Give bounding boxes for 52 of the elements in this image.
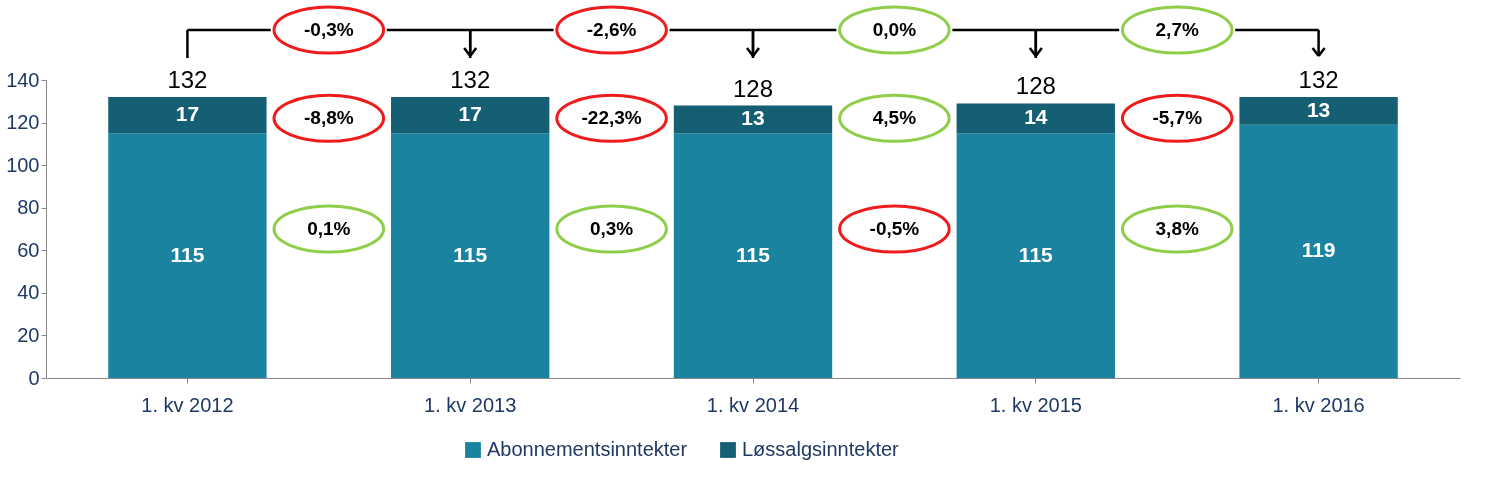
x-tick-label: 1. kv 2016 — [1272, 393, 1365, 416]
annotation: -22,3% — [581, 107, 642, 129]
total-label: 132 — [1298, 66, 1339, 94]
y-tick-label: 120 — [6, 111, 40, 134]
data-label: 115 — [453, 242, 488, 266]
y-tick-label: 100 — [6, 153, 40, 176]
data-label: 13 — [1306, 97, 1331, 121]
annotation: 0,3% — [589, 218, 634, 239]
data-label: 115 — [1018, 242, 1054, 266]
bar — [391, 97, 550, 134]
legend-label: Abonnementsinntekter — [487, 438, 688, 460]
data-label: 14 — [1024, 105, 1048, 129]
bar — [956, 103, 1115, 134]
y-tick-label: 80 — [17, 196, 40, 219]
bar — [1239, 124, 1398, 378]
x-tick-label: 1. kv 2014 — [706, 393, 800, 416]
x-tick-label: 1. kv 2013 — [424, 393, 517, 416]
text: -0,3% — [303, 19, 354, 40]
annotation: -0,5% — [869, 218, 920, 239]
x-tick-label: 1. kv 2012 — [141, 393, 234, 416]
data-label: 115 — [736, 242, 771, 266]
data-label: 13 — [741, 106, 765, 130]
y-tick-label: 60 — [17, 238, 40, 261]
bar — [1239, 97, 1398, 125]
y-tick-label: 0 — [28, 366, 40, 389]
data-label: 17 — [458, 102, 482, 126]
total-label: 132 — [450, 66, 491, 94]
y-tick-label: 40 — [17, 281, 40, 304]
text: 0,0% — [872, 19, 917, 40]
text: 2,7% — [1155, 19, 1199, 40]
data-label: 17 — [175, 102, 200, 126]
data-label: 119 — [1301, 238, 1336, 262]
bar — [956, 133, 1115, 378]
legend-label: Løssalgsinntekter — [742, 438, 900, 460]
total-label: 128 — [732, 74, 774, 102]
bar — [108, 97, 267, 134]
text: -2,6% — [586, 19, 637, 40]
annotation: 3,8% — [1155, 218, 1199, 239]
annotation: 0,1% — [307, 218, 351, 239]
total-label: 128 — [1015, 72, 1056, 100]
annotation: -5,7% — [1152, 107, 1203, 129]
y-tick-label: 20 — [17, 323, 40, 346]
annotation: 4,5% — [872, 107, 917, 129]
total-label: 132 — [167, 66, 208, 94]
bar — [108, 133, 267, 378]
bar — [673, 105, 833, 134]
annotation: -8,8% — [303, 107, 354, 129]
y-tick-label: 140 — [6, 68, 40, 91]
x-tick-label: 1. kv 2015 — [989, 393, 1082, 416]
bar — [673, 133, 833, 378]
data-label: 115 — [170, 242, 205, 266]
bar — [391, 133, 550, 378]
